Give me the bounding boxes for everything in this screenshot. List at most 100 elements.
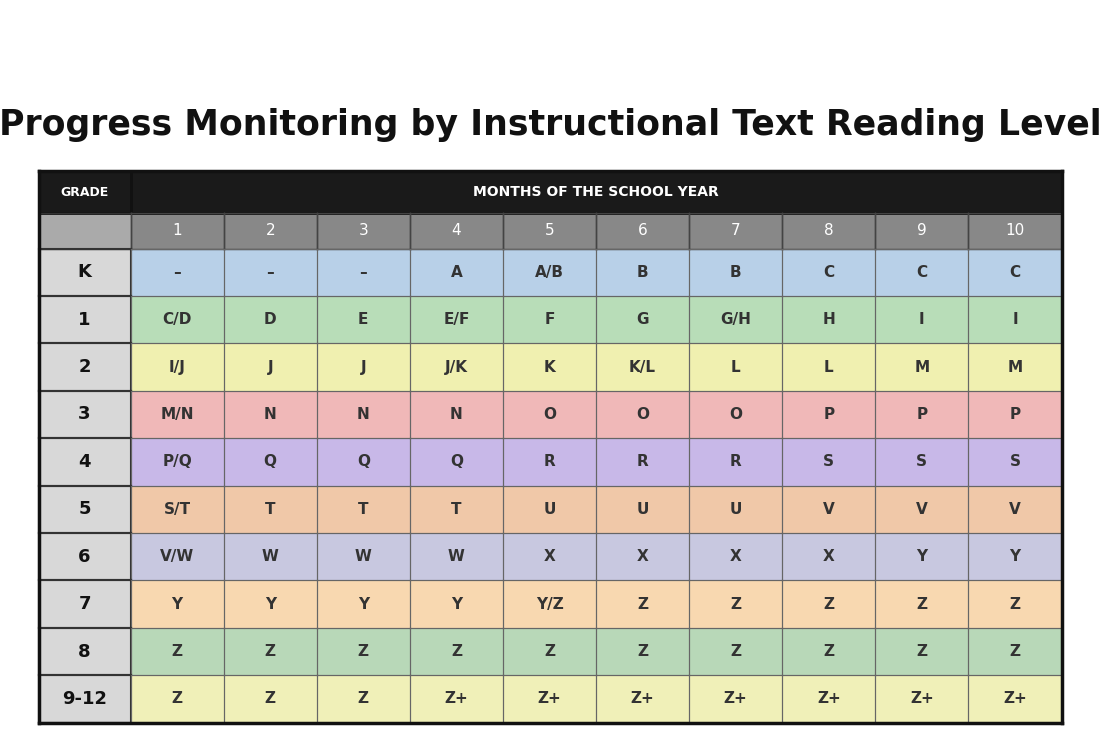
Text: Z: Z xyxy=(730,644,741,659)
Text: Z: Z xyxy=(637,597,648,612)
Text: 5: 5 xyxy=(78,501,91,519)
Bar xyxy=(689,628,782,675)
Text: J: J xyxy=(267,360,273,375)
Bar xyxy=(39,628,131,675)
Text: X: X xyxy=(729,549,741,564)
Text: C: C xyxy=(916,264,927,279)
Bar xyxy=(596,296,689,343)
Bar xyxy=(689,249,782,296)
Bar xyxy=(503,580,596,628)
Bar xyxy=(503,675,596,723)
Text: Q: Q xyxy=(264,454,277,469)
Bar xyxy=(876,675,968,723)
Text: G/H: G/H xyxy=(720,312,751,327)
Text: V/W: V/W xyxy=(160,549,195,564)
Text: P/Q: P/Q xyxy=(162,454,192,469)
Bar xyxy=(968,213,1062,249)
Bar xyxy=(317,213,410,249)
Text: Z+: Z+ xyxy=(1003,691,1026,706)
Bar xyxy=(410,438,503,486)
Text: 6: 6 xyxy=(638,223,648,238)
Bar xyxy=(39,249,131,296)
Bar xyxy=(131,675,223,723)
Bar xyxy=(317,580,410,628)
Bar xyxy=(223,438,317,486)
Bar xyxy=(596,249,689,296)
Bar xyxy=(689,438,782,486)
Bar xyxy=(503,391,596,438)
Text: Z: Z xyxy=(916,597,927,612)
Text: Z+: Z+ xyxy=(630,691,654,706)
Bar xyxy=(782,438,876,486)
Bar xyxy=(503,296,596,343)
Bar xyxy=(39,343,131,391)
Text: W: W xyxy=(262,549,278,564)
Text: Z+: Z+ xyxy=(444,691,469,706)
Text: N: N xyxy=(356,407,370,422)
Bar xyxy=(223,343,317,391)
Bar xyxy=(968,628,1062,675)
Text: Q: Q xyxy=(356,454,370,469)
Bar xyxy=(968,438,1062,486)
Text: N: N xyxy=(450,407,463,422)
Bar xyxy=(131,213,223,249)
Bar xyxy=(317,675,410,723)
Text: V: V xyxy=(823,502,835,517)
Bar xyxy=(317,296,410,343)
Text: 9-12: 9-12 xyxy=(62,690,107,708)
Text: P: P xyxy=(1010,407,1021,422)
Text: R: R xyxy=(637,454,649,469)
Bar xyxy=(782,213,876,249)
Bar xyxy=(876,296,968,343)
Bar xyxy=(876,391,968,438)
Text: Z: Z xyxy=(358,691,368,706)
Text: Z: Z xyxy=(730,597,741,612)
Text: D: D xyxy=(264,312,276,327)
Text: G: G xyxy=(636,312,649,327)
Text: 6: 6 xyxy=(78,548,91,565)
Text: I: I xyxy=(1012,312,1018,327)
Bar xyxy=(39,675,131,723)
Bar xyxy=(782,628,876,675)
Text: Z+: Z+ xyxy=(538,691,561,706)
Text: 3: 3 xyxy=(78,405,91,423)
Text: I: I xyxy=(918,312,925,327)
Text: Z: Z xyxy=(637,644,648,659)
Text: W: W xyxy=(355,549,372,564)
Text: 8: 8 xyxy=(78,642,91,661)
Bar xyxy=(968,391,1062,438)
Text: X: X xyxy=(543,549,556,564)
Text: Z: Z xyxy=(358,644,368,659)
Text: Z: Z xyxy=(172,644,183,659)
Text: 2: 2 xyxy=(78,358,91,376)
Text: Z+: Z+ xyxy=(724,691,748,706)
Text: T: T xyxy=(451,502,462,517)
Bar xyxy=(223,533,317,580)
Text: Y: Y xyxy=(265,597,276,612)
Text: S: S xyxy=(916,454,927,469)
Bar xyxy=(131,580,223,628)
Text: B: B xyxy=(730,264,741,279)
Bar xyxy=(876,580,968,628)
Bar xyxy=(689,343,782,391)
Bar xyxy=(39,296,131,343)
Bar xyxy=(223,580,317,628)
Bar xyxy=(503,486,596,533)
Text: O: O xyxy=(636,407,649,422)
Bar xyxy=(223,249,317,296)
Bar xyxy=(689,296,782,343)
Bar xyxy=(968,533,1062,580)
Text: M/N: M/N xyxy=(161,407,194,422)
Bar xyxy=(39,438,131,486)
Bar xyxy=(596,675,689,723)
Text: K: K xyxy=(543,360,556,375)
Bar xyxy=(39,171,131,213)
Text: C/D: C/D xyxy=(163,312,191,327)
Text: Y: Y xyxy=(172,597,183,612)
Text: 1: 1 xyxy=(78,311,91,329)
Text: Z: Z xyxy=(451,644,462,659)
Text: 8: 8 xyxy=(824,223,834,238)
Bar xyxy=(782,533,876,580)
Bar xyxy=(131,171,1062,213)
Bar xyxy=(968,343,1062,391)
